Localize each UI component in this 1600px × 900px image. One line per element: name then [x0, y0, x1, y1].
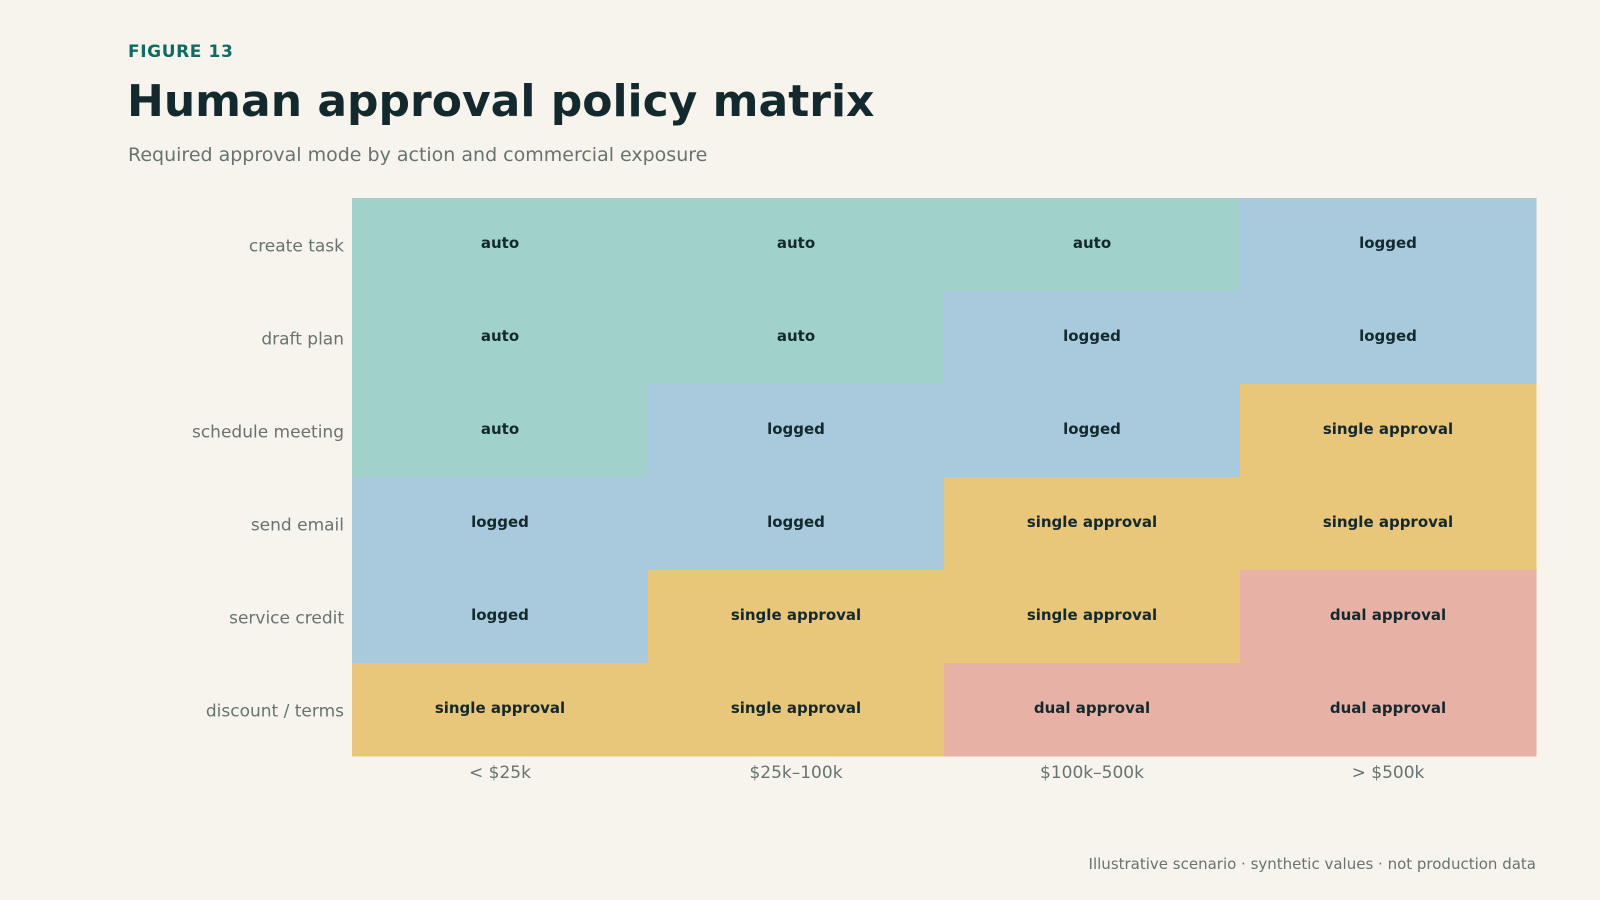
- heatmap-cell: [1240, 663, 1537, 757]
- cell-label: auto: [481, 420, 519, 438]
- heatmap-cell: [944, 663, 1241, 757]
- cell-label: logged: [1359, 234, 1417, 252]
- cell-label: auto: [777, 327, 815, 345]
- y-tick-label: send email: [251, 516, 344, 536]
- cell-label: logged: [1359, 327, 1417, 345]
- cell-label: dual approval: [1034, 699, 1150, 717]
- heatmap-cell: [944, 570, 1241, 664]
- cell-label: single approval: [1323, 513, 1453, 531]
- chart-title: Human approval policy matrix: [127, 76, 875, 127]
- cell-label: single approval: [1027, 513, 1157, 531]
- heatmap-cell: [944, 477, 1241, 571]
- heatmap-cell: [352, 477, 649, 571]
- cell-label: auto: [481, 327, 519, 345]
- heatmap-cell: [648, 384, 945, 478]
- heatmap-cell: [1240, 291, 1537, 385]
- x-tick-label: $100k–500k: [1040, 763, 1144, 783]
- heatmap-cell: [1240, 384, 1537, 478]
- footer-note: Illustrative scenario · synthetic values…: [1088, 855, 1536, 873]
- cell-label: single approval: [1323, 420, 1453, 438]
- heatmap-cell: [352, 198, 649, 292]
- cell-label: auto: [481, 234, 519, 252]
- figure-label: FIGURE 13: [128, 42, 234, 62]
- cell-label: dual approval: [1330, 699, 1446, 717]
- cell-label: logged: [767, 513, 825, 531]
- cell-label: single approval: [731, 699, 861, 717]
- y-tick-label: discount / terms: [206, 702, 344, 722]
- chart-subtitle: Required approval mode by action and com…: [128, 144, 708, 166]
- heatmap-cell: [944, 291, 1241, 385]
- cell-label: logged: [1063, 327, 1121, 345]
- heatmap-cell: [648, 663, 945, 757]
- cell-label: single approval: [731, 606, 861, 624]
- cell-label: dual approval: [1330, 606, 1446, 624]
- heatmap-cell: [352, 384, 649, 478]
- heatmap-cell: [352, 570, 649, 664]
- cell-label: auto: [777, 234, 815, 252]
- heatmap-cell: [352, 663, 649, 757]
- heatmap-cell: [1240, 570, 1537, 664]
- x-tick-label: > $500k: [1352, 763, 1425, 783]
- heatmap-cell: [944, 384, 1241, 478]
- heatmap-cell: [1240, 477, 1537, 571]
- heatmap-cell: [648, 198, 945, 292]
- cell-label: logged: [767, 420, 825, 438]
- y-tick-label: create task: [249, 237, 344, 257]
- cell-label: logged: [471, 606, 529, 624]
- y-tick-label: service credit: [229, 609, 344, 629]
- heatmap-cell: [944, 198, 1241, 292]
- heatmap-cell: [1240, 198, 1537, 292]
- cell-label: single approval: [1027, 606, 1157, 624]
- y-tick-label: draft plan: [261, 330, 344, 350]
- cell-label: logged: [471, 513, 529, 531]
- heatmap-cell: [648, 477, 945, 571]
- heatmap-cell: [648, 570, 945, 664]
- x-tick-label: < $25k: [469, 763, 531, 783]
- x-tick-label: $25k–100k: [749, 763, 842, 783]
- cell-label: single approval: [435, 699, 565, 717]
- y-tick-label: schedule meeting: [192, 423, 344, 443]
- cell-label: logged: [1063, 420, 1121, 438]
- cell-label: auto: [1073, 234, 1111, 252]
- heatmap-cell: [648, 291, 945, 385]
- heatmap-cell: [352, 291, 649, 385]
